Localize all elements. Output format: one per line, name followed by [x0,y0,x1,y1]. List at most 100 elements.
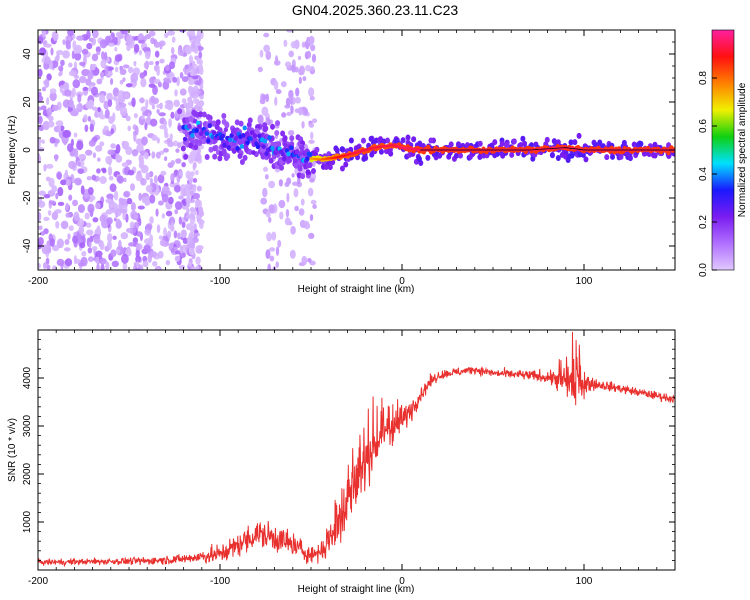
tf-cell [651,152,657,159]
tf-cell [78,75,87,84]
tf-cell [65,178,71,187]
tf-cell [116,218,121,226]
colorbar-label: Normalized spectral amplitude [737,82,748,217]
colorbar-tick-label: 0.0 [698,263,709,277]
tf-cell [126,227,134,233]
tf-cell [73,255,77,265]
tf-cell [59,84,64,94]
tf-cell [170,159,175,166]
tf-cell [76,140,84,151]
tf-cell [57,201,65,207]
tf-cell [58,65,64,72]
tf-cell [164,103,170,110]
tf-cell [113,217,117,222]
tf-cell [163,227,167,237]
tf-cell [139,72,145,79]
tf-cell [194,138,200,145]
tf-cell [220,133,226,139]
tf-cell [597,139,603,146]
tf-cell [99,176,107,185]
tf-cell [280,81,287,88]
tf-cell [119,68,127,76]
tf-cell [339,146,345,153]
tf-cell [184,131,190,138]
tf-xtick-label: 100 [576,276,593,287]
tf-cell [138,158,145,167]
tf-cell [411,136,417,143]
tf-cell [199,66,204,76]
tf-cell [183,153,189,160]
tf-cell [60,220,69,230]
tf-cell [130,72,139,83]
tf-cell [159,42,163,50]
tf-cell [49,88,57,94]
tf-cell [101,168,107,174]
tf-cell [293,162,299,169]
tf-cell [168,196,174,205]
tf-cell [170,111,175,119]
tf-cell [249,130,255,136]
tf-cell [38,142,41,148]
tf-cell [400,137,406,144]
tf-cell [385,137,391,144]
tf-cell [171,36,176,44]
tf-cell [159,239,166,247]
tf-cell [64,238,70,246]
tf-cell [196,199,203,208]
tf-cell [227,137,233,143]
tf-cell [72,199,79,207]
tf-cell [257,133,262,139]
tf-cell [174,184,181,193]
tf-cell [127,169,135,176]
tf-cell [282,135,288,142]
tf-cell [428,137,434,144]
tf-cell [572,139,578,146]
tf-cell [166,230,172,239]
tf-cell [294,149,300,154]
tf-cell [290,225,296,235]
tf-cell [188,85,193,94]
tf-cell [156,67,160,77]
tf-cell [122,64,130,69]
tf-cell [179,88,187,96]
tf-cell [125,213,129,223]
tf-cell [107,149,116,156]
tf-cell [255,144,261,150]
tf-cell [91,106,98,111]
tf-cell [190,266,195,270]
tf-cell [188,247,193,253]
tf-cell [106,92,113,102]
tf-cell [187,261,193,268]
tf-cell [223,127,229,133]
tf-cell [309,213,314,222]
tf-cell [87,247,93,254]
tf-cell [279,211,284,220]
tf-cell [299,66,303,76]
tf-cell [221,113,227,120]
tf-cell [46,264,51,270]
tf-cell [499,140,505,147]
tf-cell [309,95,315,101]
tf-cell [189,30,195,37]
tf-cell [311,53,317,63]
tf-cell [284,217,291,226]
tf-cell [290,105,294,115]
tf-cell [52,265,57,270]
tf-cell [99,114,106,120]
tf-cell [96,168,101,174]
tf-cell [107,99,113,107]
snr-xtick-label: 100 [576,576,593,587]
tf-cell [177,142,182,149]
tf-cell [151,104,155,110]
tf-cell [48,177,55,188]
tf-cell [263,44,270,53]
tf-cell [149,194,156,204]
tf-cell [146,223,153,231]
tf-cell [305,64,312,72]
tf-cell [177,232,181,240]
tf-cell [189,183,194,190]
tf-cell [88,85,92,92]
colorbar-tick-label: 0.6 [698,119,709,133]
tf-cell [294,96,301,104]
